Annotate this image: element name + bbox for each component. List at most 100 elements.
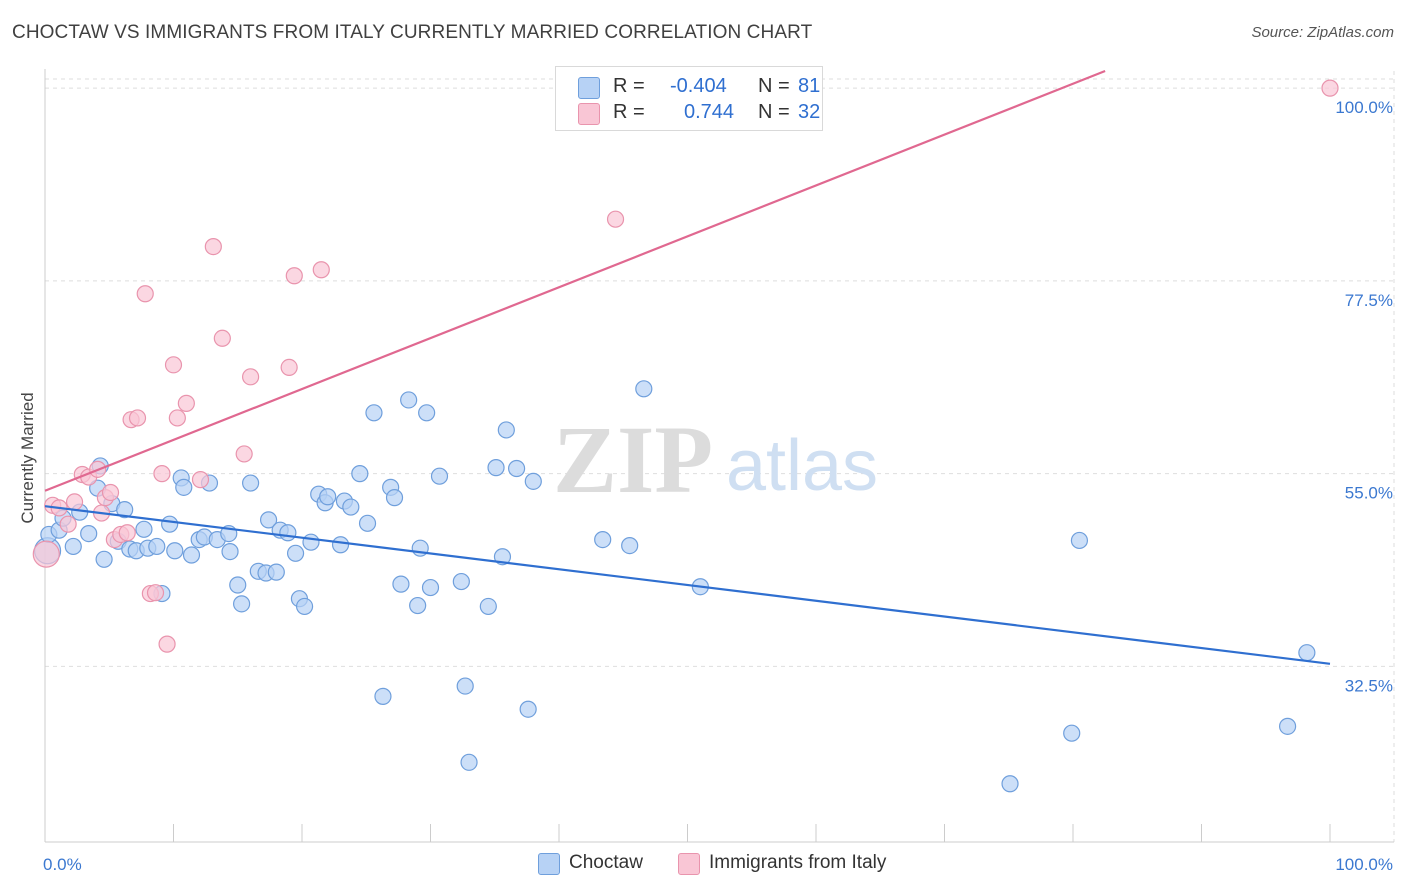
choctaw-point [95, 550, 113, 568]
italy-point [1321, 79, 1339, 97]
choctaw-point [148, 537, 166, 556]
italy-trendline [44, 69, 1106, 492]
r-value: -0.404 [670, 75, 727, 97]
choctaw-point [1278, 717, 1297, 735]
choctaw-point [374, 687, 392, 705]
r-label: R = [613, 101, 645, 123]
italy-point [65, 493, 84, 511]
choctaw-point [182, 546, 201, 564]
italy-point [242, 368, 260, 386]
choctaw-point [519, 700, 537, 718]
choctaw-point [242, 474, 260, 492]
watermark-atlas: atlas [726, 426, 878, 506]
legend-label: Immigrants from Italy [709, 852, 887, 873]
choctaw-point [400, 391, 418, 409]
n-label: N = [758, 75, 790, 97]
italy-point [164, 356, 183, 374]
italy-point [118, 524, 136, 542]
r-label: R = [613, 75, 645, 97]
y-tick-label: 100.0% [1335, 98, 1393, 117]
italy-point [146, 584, 165, 602]
choctaw-point [430, 467, 449, 485]
choctaw-point [135, 520, 153, 538]
choctaw-point [409, 596, 427, 615]
y-tick-label: 55.0% [1345, 484, 1393, 503]
chart-title: CHOCTAW VS IMMIGRANTS FROM ITALY CURRENT… [12, 22, 813, 43]
y-tick-label: 32.5% [1345, 676, 1393, 695]
italy-point [285, 267, 303, 285]
legend-label: Choctaw [569, 852, 643, 873]
choctaw-point [229, 576, 247, 594]
choctaw-point [358, 514, 377, 532]
watermark-zip: ZIP [553, 406, 713, 513]
n-label: N = [758, 101, 790, 123]
choctaw-point [421, 578, 440, 597]
choctaw-point [351, 465, 369, 483]
choctaw-point [342, 498, 360, 516]
choctaw-point [233, 595, 251, 613]
italy-point [312, 261, 330, 279]
choctaw-point [418, 404, 436, 422]
choctaw-point [392, 575, 410, 593]
italy-point [153, 465, 171, 483]
italy-point [101, 483, 120, 502]
choctaw-point [1001, 775, 1019, 793]
choctaw-point [286, 544, 305, 562]
italy-point [191, 471, 210, 489]
y-tick-label: 77.5% [1345, 291, 1393, 310]
choctaw-point [452, 572, 470, 591]
choctaw-point [1298, 644, 1316, 662]
italy-point [136, 285, 154, 303]
choctaw-point [594, 530, 612, 549]
choctaw-point [487, 459, 505, 477]
correlation-legend: R = -0.404 N = 81 R = 0.744 N = 32 [555, 66, 823, 131]
choctaw-point [456, 677, 474, 695]
italy-point [213, 329, 231, 347]
italy-point [128, 409, 147, 427]
choctaw-point [259, 511, 278, 529]
choctaw-point [385, 489, 404, 507]
choctaw-point [507, 459, 526, 478]
choctaw-point [80, 524, 98, 543]
italy-point [606, 210, 625, 228]
choctaw-swatch [578, 77, 600, 99]
italy-point [59, 515, 77, 533]
y-axis-title: Currently Married [18, 392, 37, 523]
choctaw-point [460, 753, 478, 771]
choctaw-point [161, 515, 179, 533]
italy-point [168, 409, 186, 427]
n-value: 32 [798, 101, 821, 123]
n-value: 81 [798, 75, 821, 97]
choctaw-swatch [538, 853, 560, 875]
choctaw-point [621, 536, 639, 555]
choctaw-trendline [44, 505, 1331, 665]
italy-swatch [678, 853, 700, 875]
choctaw-point [524, 472, 542, 490]
source-credit: Source: ZipAtlas.com [1251, 24, 1394, 41]
italy-point [280, 358, 298, 377]
x-tick-label: 0.0% [43, 855, 82, 874]
italy-point [158, 635, 176, 653]
choctaw-point [116, 501, 134, 519]
choctaw-point [331, 536, 350, 554]
choctaw-point [319, 488, 337, 506]
choctaw-point [64, 537, 82, 556]
italy-point [235, 445, 253, 463]
choctaw-point [1070, 531, 1089, 550]
choctaw-point [175, 478, 193, 496]
choctaw-point [635, 380, 653, 398]
choctaw-point [267, 563, 285, 581]
choctaw-point [479, 597, 497, 616]
choctaw-point [1063, 724, 1081, 742]
choctaw-point [302, 533, 320, 551]
choctaw-point [365, 404, 383, 422]
choctaw-point [295, 597, 314, 616]
italy-point [177, 394, 195, 412]
x-tick-label: 100.0% [1335, 855, 1393, 874]
choctaw-point [279, 524, 297, 542]
italy-swatch [578, 103, 600, 125]
r-value: 0.744 [684, 101, 735, 123]
choctaw-point [221, 542, 239, 561]
choctaw-point [497, 421, 515, 439]
